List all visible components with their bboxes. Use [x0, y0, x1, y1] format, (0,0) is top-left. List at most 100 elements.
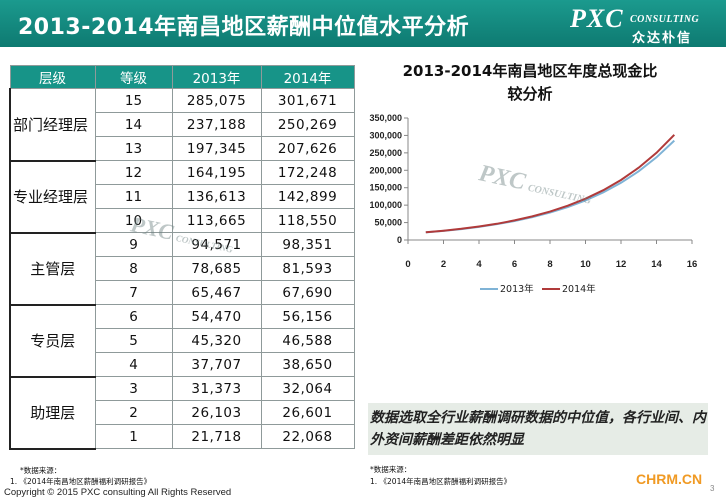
header-2013: 2013年	[171, 65, 262, 89]
y-tick-label: 50,000	[374, 218, 402, 228]
x-tick-label: 8	[547, 259, 552, 270]
y-tick-label: 0	[397, 235, 402, 245]
chart-title-line: 2013-2014年南昌地区年度总现金比	[402, 62, 658, 80]
value-2014-cell: 22,068	[260, 424, 355, 449]
table-row: 11 136,613 142,899	[10, 184, 355, 209]
value-2013-cell: 54,470	[171, 304, 262, 329]
table-row: 专员层 6 54,470 56,156	[9, 304, 355, 378]
y-tick-label: 200,000	[369, 165, 402, 175]
level-cell: 助理层	[9, 376, 96, 450]
slide-header: 2013-2014年南昌地区薪酬中位值水平分析 PXC CONSULTING 众…	[0, 0, 726, 47]
level-cell: 专员层	[9, 304, 96, 378]
value-2013-cell: 31,373	[171, 376, 262, 401]
x-tick-label: 14	[651, 259, 662, 270]
y-tick-label: 350,000	[369, 113, 402, 123]
value-2013-cell: 45,320	[171, 328, 262, 353]
y-tick-label: 300,000	[369, 130, 402, 140]
chart-title: 2013-2014年南昌地区年度总现金比 较分析	[380, 60, 680, 106]
level-cell: 专业经理层	[9, 160, 96, 234]
grade-cell: 8	[94, 256, 173, 281]
grade-cell: 4	[94, 352, 173, 377]
table-row: 助理层 3 31,373 32,064	[9, 376, 355, 450]
table-header-row: 层级 等级 2013年 2014年	[9, 65, 355, 89]
table-row: 5 45,320 46,588	[10, 328, 355, 353]
header-2014: 2014年	[260, 65, 355, 89]
chart-title-line: 较分析	[507, 85, 553, 103]
x-tick-label: 16	[687, 259, 698, 270]
grade-cell: 15	[94, 88, 173, 113]
copyright-text: Copyright © 2015 PXC consulting All Righ…	[4, 487, 232, 498]
logo-main-text: PXC	[570, 4, 624, 33]
x-tick-label: 10	[580, 259, 591, 270]
header-grade: 等级	[94, 65, 173, 89]
slide-title: 2013-2014年南昌地区薪酬中位值水平分析	[18, 15, 470, 40]
table-row: 部门经理层 15 285,075 301,671	[9, 88, 355, 162]
table-row: 8 78,685 81,593	[10, 256, 355, 281]
table-row: 7 65,467 67,690	[10, 280, 355, 305]
value-2013-cell: 164,195	[171, 160, 262, 185]
value-2013-cell: 37,707	[171, 352, 262, 377]
value-2014-cell: 172,248	[260, 160, 355, 185]
grade-cell: 2	[94, 400, 173, 425]
table-row: 14 237,188 250,269	[10, 112, 355, 137]
value-2014-cell: 207,626	[260, 136, 355, 161]
legend-label: 2013年	[500, 283, 534, 295]
logo-sub-text: CONSULTING	[630, 14, 700, 25]
x-tick-label: 4	[476, 259, 482, 270]
series-line-2013年	[425, 139, 675, 234]
grade-cell: 9	[94, 232, 173, 257]
value-2013-cell: 65,467	[171, 280, 262, 305]
header-level: 层级	[9, 65, 96, 89]
source-label-left: *数据来源：	[20, 466, 62, 475]
value-2013-cell: 26,103	[171, 400, 262, 425]
grade-cell: 10	[94, 208, 173, 233]
table-row: 2 26,103 26,601	[10, 400, 355, 425]
y-tick-label: 150,000	[369, 183, 402, 193]
table-row: 主管层 9 94,571 98,351	[9, 232, 355, 306]
value-2013-cell: 237,188	[171, 112, 262, 137]
grade-cell: 3	[94, 376, 173, 401]
x-tick-label: 2	[441, 259, 446, 270]
value-2014-cell: 46,588	[260, 328, 355, 353]
level-cell: 部门经理层	[9, 88, 96, 162]
value-2013-cell: 197,345	[171, 136, 262, 161]
x-tick-label: 12	[616, 259, 627, 270]
legend-label: 2014年	[562, 283, 596, 295]
table-row: 1 21,718 22,068	[10, 424, 355, 449]
source-item-right: 1. 《2014年南昌地区薪酬福利调研报告》	[370, 477, 512, 486]
x-tick-label: 0	[405, 259, 410, 270]
table-row: 13 197,345 207,626	[10, 136, 355, 161]
page-number: 3	[710, 484, 715, 493]
line-chart: 0 50,000 100,000 150,000 200,000 250,000 300,0…	[369, 113, 698, 295]
grade-cell: 13	[94, 136, 173, 161]
value-2014-cell: 250,269	[260, 112, 355, 137]
value-2013-cell: 113,665	[171, 208, 262, 233]
grade-cell: 5	[94, 328, 173, 353]
grade-cell: 7	[94, 280, 173, 305]
note-box	[368, 403, 708, 455]
value-2013-cell: 78,685	[171, 256, 262, 281]
x-tick-label: 6	[512, 259, 517, 270]
logo-cn-text: 众达朴信	[632, 31, 693, 46]
company-logo: PXC CONSULTING 众达朴信	[570, 4, 718, 46]
level-cell: 主管层	[9, 232, 96, 306]
salary-table: 层级 等级 2013年 2014年 部门经理层 15 285,075 301,6…	[9, 65, 355, 450]
site-logo: CHRM.CN	[636, 471, 703, 487]
value-2013-cell: 94,571	[171, 232, 262, 257]
source-label-right: *数据来源：	[370, 465, 412, 474]
value-2014-cell: 81,593	[260, 256, 355, 281]
value-2014-cell: 26,601	[260, 400, 355, 425]
table-row: 专业经理层 12 164,195 172,248	[9, 160, 355, 234]
value-2014-cell: 32,064	[260, 376, 355, 401]
y-tick-label: 100,000	[369, 200, 402, 210]
grade-cell: 1	[94, 424, 173, 449]
value-2013-cell: 21,718	[171, 424, 262, 449]
value-2014-cell: 301,671	[260, 88, 355, 113]
y-tick-label: 250,000	[369, 148, 402, 158]
value-2014-cell: 56,156	[260, 304, 355, 329]
value-2014-cell: 38,650	[260, 352, 355, 377]
value-2014-cell: 98,351	[260, 232, 355, 257]
value-2014-cell: 142,899	[260, 184, 355, 209]
source-item-left: 1. 《2014年南昌地区薪酬福利调研报告》	[10, 477, 152, 486]
value-2013-cell: 136,613	[171, 184, 262, 209]
